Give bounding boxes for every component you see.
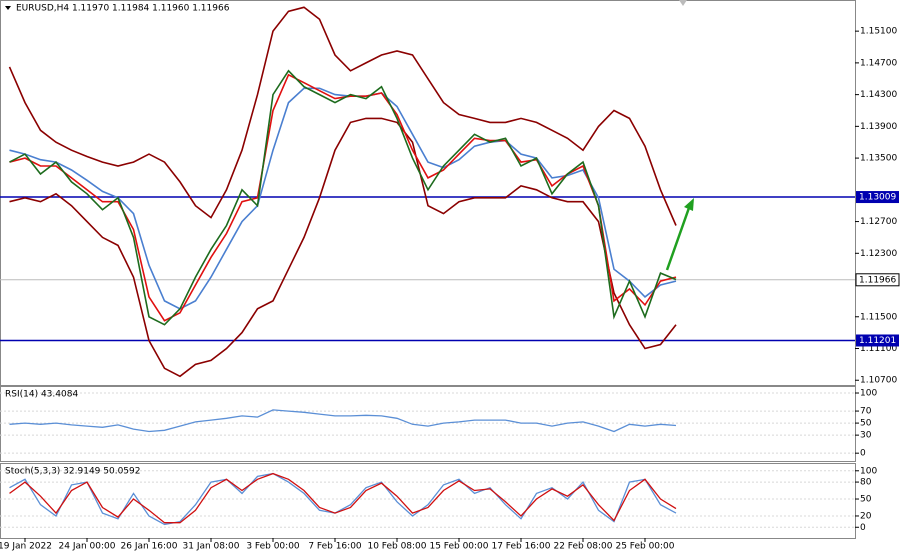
y-tick-label: 1.14300 (860, 90, 897, 100)
y-tick-label: 80 (860, 478, 872, 488)
series-line (9, 409, 677, 433)
x-tick-label: 17 Feb 16:00 (491, 542, 550, 552)
panel-title: RSI(14) 43.4084 (5, 390, 78, 400)
x-tick-label: 3 Feb 00:00 (246, 542, 300, 552)
level-label-box (856, 334, 899, 347)
y-tick-label: 1.11500 (860, 312, 897, 322)
x-tick-label: 26 Jan 16:00 (121, 542, 178, 552)
x-tick-label: 15 Feb 00:00 (429, 542, 488, 552)
y-tick-label: 1.10700 (860, 376, 897, 386)
series-line (9, 117, 677, 378)
x-tick-label: 25 Feb 00:00 (615, 542, 674, 552)
y-tick-label: 1.15100 (860, 27, 897, 37)
y-tick-label: 100 (860, 466, 877, 476)
x-tick-label: 10 Feb 08:00 (367, 542, 426, 552)
panel-title: Stoch(5,3,3) 32.9149 50.0592 (5, 467, 140, 477)
plots: 1.15100 1.14700 1.14300 1.13900 1.13500 1.127… (0, 4, 900, 552)
y-tick-label: 30 (860, 431, 872, 441)
y-tick-label: 20 (860, 511, 872, 521)
y-tick-label: 70 (860, 407, 872, 417)
trend-arrow (665, 204, 692, 271)
price-panel (0, 0, 856, 386)
level-label: 1.11201 (859, 336, 896, 346)
rsi-panel (0, 386, 856, 462)
panel-title: EURUSD,H4 1.11970 1.11984 1.11960 1.1196… (16, 4, 230, 14)
x-tick-label: 19 Jan 2022 (0, 542, 52, 552)
y-tick-label: 50 (860, 495, 872, 505)
y-tick-label: 50 (860, 419, 872, 429)
x-tick-label: 22 Feb 08:00 (553, 542, 612, 552)
y-tick-label: 1.12300 (860, 249, 897, 259)
y-tick-label: 1.13500 (860, 154, 897, 164)
trend-arrow-head (684, 198, 694, 211)
y-tick-label: 1.12700 (860, 217, 897, 227)
level-label-box (856, 191, 899, 204)
x-tick-label: 7 Feb 16:00 (308, 542, 362, 552)
y-tick-label: 1.14700 (860, 58, 897, 68)
shift-marker (679, 0, 687, 6)
x-tick-label: 24 Jan 00:00 (59, 542, 116, 552)
current-price-box (855, 273, 900, 287)
y-tick-label: 1.11100 (860, 344, 897, 354)
series-line (9, 69, 677, 326)
x-tick-label: 31 Jan 08:00 (183, 542, 240, 552)
y-tick-label: 1.13900 (860, 122, 897, 132)
y-tick-label: 100 (860, 389, 877, 399)
series-line (8, 6, 677, 226)
series-line (9, 472, 677, 524)
menu-arrow[interactable] (5, 6, 11, 10)
y-tick-label: 0 (860, 449, 866, 459)
stoch-panel (0, 463, 856, 539)
level-label: 1.13009 (859, 193, 896, 203)
current-price-label: 1.11966 (859, 275, 896, 285)
y-tick-label: 0 (860, 523, 866, 533)
